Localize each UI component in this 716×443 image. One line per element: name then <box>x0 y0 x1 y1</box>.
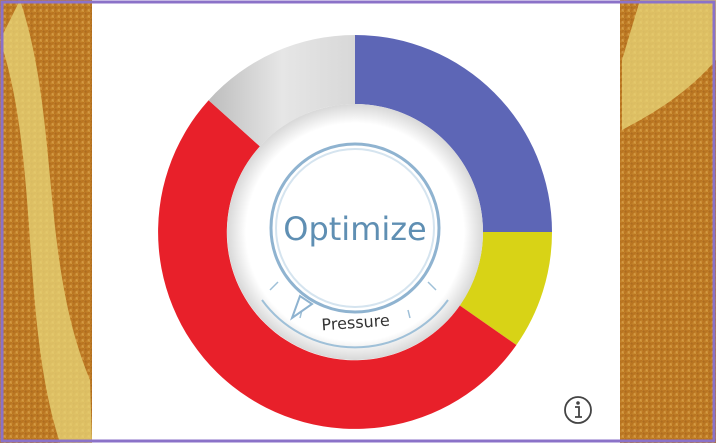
info-dot <box>576 401 580 405</box>
app-screen: Optimize Pressure <box>0 0 716 443</box>
optimize-label: Optimize <box>283 210 426 248</box>
info-button[interactable] <box>565 397 591 423</box>
info-circle <box>565 397 591 423</box>
